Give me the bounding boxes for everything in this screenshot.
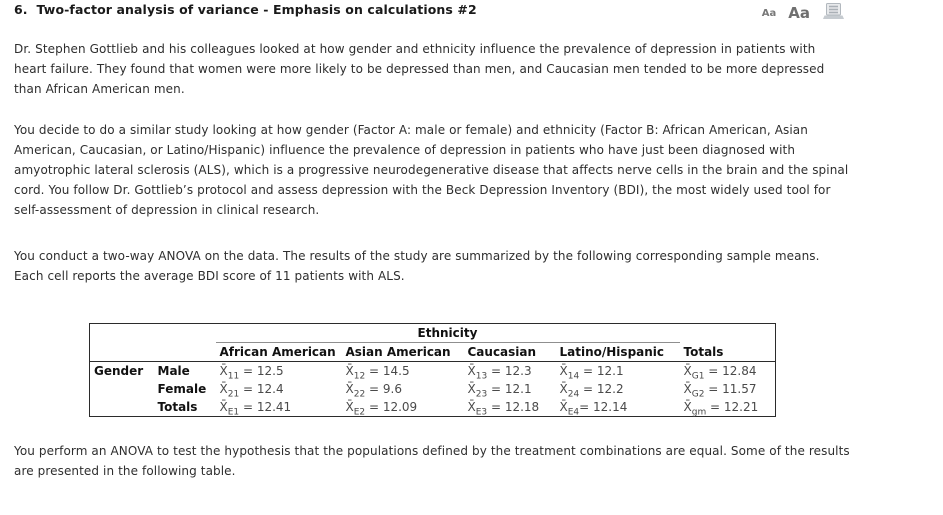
- table-cell: X̄24 = 12.2: [559, 382, 624, 400]
- gender-group-label: Gender: [94, 364, 144, 378]
- column-header-caucasian: Caucasian: [463, 342, 556, 362]
- column-header-latino-hispanic: Latino/Hispanic: [555, 342, 680, 362]
- table-row-totals: Totals X̄E1 = 12.41 X̄E2 = 12.09 X̄E3 = …: [90, 398, 776, 417]
- table-cell: X̄21 = 12.4: [219, 382, 284, 400]
- paragraph-anova-results-intro: You perform an ANOVA to test the hypothe…: [14, 444, 850, 478]
- column-header-totals: Totals: [679, 342, 776, 362]
- page-title: 6. Two-factor analysis of variance - Emp…: [14, 2, 477, 17]
- table-cell: X̄12 = 14.5: [345, 364, 410, 382]
- table-cell: X̄23 = 12.1: [467, 382, 532, 400]
- table-cell: X̄22 = 9.6: [345, 382, 402, 400]
- printer-icon: [823, 3, 844, 19]
- table-cell: X̄E2 = 12.09: [345, 400, 418, 418]
- row-label-totals: Totals: [157, 400, 198, 414]
- paragraph-study-design: You decide to do a similar study looking…: [14, 123, 849, 217]
- page-header: 6. Two-factor analysis of variance - Emp…: [0, 0, 943, 21]
- table-cell: X̄E1 = 12.41: [219, 400, 292, 418]
- row-label-male: Male: [157, 364, 190, 378]
- table-cell: X̄gm = 12.21: [683, 400, 759, 418]
- display-controls: Aa Aa: [762, 3, 845, 21]
- table-cell: X̄11 = 12.5: [219, 364, 284, 382]
- sample-means-table-container: Ethnicity African American Asian America…: [89, 323, 943, 417]
- table-column-header-row: African American Asian American Caucasia…: [89, 342, 776, 362]
- table-cell: X̄G1 = 12.84: [683, 364, 757, 382]
- paragraph-study-background: Dr. Stephen Gottlieb and his colleagues …: [14, 42, 825, 96]
- table-row-female: Female X̄21 = 12.4 X̄22 = 9.6 X̄23 = 12.…: [90, 380, 776, 400]
- table-group-header-row: Ethnicity: [90, 323, 776, 343]
- sample-means-table: Ethnicity African American Asian America…: [89, 323, 776, 417]
- table-cell: X̄E3 = 12.18: [467, 400, 540, 418]
- font-size-small-button[interactable]: Aa: [761, 8, 777, 19]
- table-row-male: Gender Male X̄11 = 12.5 X̄12 = 14.5 X̄13…: [90, 362, 776, 381]
- print-button[interactable]: [822, 3, 845, 20]
- font-size-large-button[interactable]: Aa: [788, 4, 810, 22]
- row-label-female: Female: [157, 382, 207, 396]
- column-header-african-american: African American: [215, 342, 342, 362]
- ethnicity-group-header: Ethnicity: [215, 323, 680, 343]
- table-cell: X̄14 = 12.1: [559, 364, 624, 382]
- table-cell: X̄G2 = 11.57: [683, 382, 757, 400]
- paragraph-anova-intro: You conduct a two-way ANOVA on the data.…: [14, 249, 820, 283]
- column-header-asian-american: Asian American: [341, 342, 464, 362]
- table-cell: X̄E4= 12.14: [559, 400, 628, 418]
- table-cell: X̄13 = 12.3: [467, 364, 532, 382]
